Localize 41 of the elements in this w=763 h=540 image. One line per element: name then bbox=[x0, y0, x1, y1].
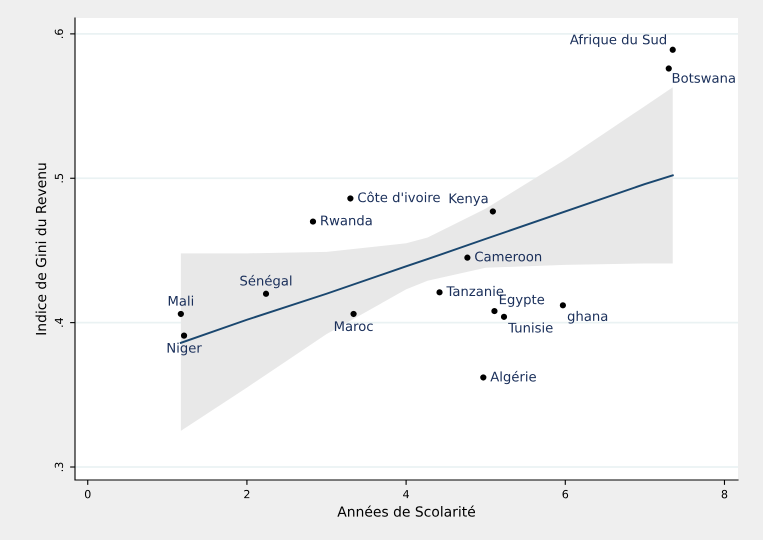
point bbox=[178, 310, 184, 318]
point bbox=[480, 374, 486, 381]
y-tick-label: .4 bbox=[54, 318, 63, 327]
x-axis-title: Années de Scolarité bbox=[337, 505, 476, 517]
x-tick-label: 8 bbox=[722, 490, 728, 498]
point bbox=[500, 314, 508, 320]
annotation: Côte d'ivoire bbox=[358, 192, 440, 202]
point bbox=[262, 290, 270, 297]
annotation: Botswana bbox=[672, 73, 735, 83]
annotation: Rwanda bbox=[321, 215, 372, 226]
point bbox=[666, 65, 672, 72]
y-axis-title: Indice de Gini du Revenu bbox=[36, 163, 46, 334]
y-tick-label: .5 bbox=[54, 174, 64, 182]
x-tick-label: 2 bbox=[244, 490, 250, 498]
annotation: Maroc bbox=[334, 321, 373, 332]
annotation: Cameroon bbox=[475, 252, 542, 262]
point bbox=[347, 195, 354, 202]
x-tick-label: 6 bbox=[562, 490, 568, 498]
point bbox=[670, 46, 676, 53]
x-tick-label: 0 bbox=[84, 490, 91, 498]
point bbox=[310, 218, 316, 225]
annotation: Tanzanie bbox=[446, 286, 504, 296]
point bbox=[464, 254, 470, 261]
annotation: Egypte bbox=[500, 294, 544, 307]
x-tick-label: 4 bbox=[403, 490, 410, 498]
annotation: Sénégal bbox=[240, 274, 292, 288]
y-tick-label: .3 bbox=[54, 462, 64, 472]
point bbox=[436, 289, 443, 296]
point bbox=[560, 302, 566, 308]
annotation: Kenya bbox=[450, 194, 488, 206]
annotation: Tunisie bbox=[508, 322, 553, 333]
point bbox=[180, 332, 188, 339]
annotation: Algérie bbox=[490, 370, 536, 384]
annotation: Afrique du Sud bbox=[570, 34, 666, 47]
point bbox=[350, 310, 357, 318]
annotation: ghana bbox=[568, 310, 608, 324]
y-tick-label: .6 bbox=[54, 29, 64, 38]
annotation: Niger bbox=[168, 342, 202, 356]
point bbox=[490, 208, 496, 215]
annotation: Mali bbox=[168, 296, 194, 306]
point bbox=[491, 308, 498, 314]
